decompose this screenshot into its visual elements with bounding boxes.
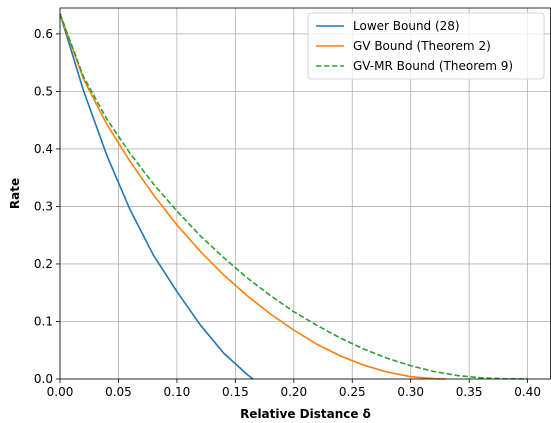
ticks: 0.00 0.05 0.10 0.15 0.20 0.25 0.30 0.35 0.40 0.0 0… bbox=[34, 27, 541, 399]
x-tick-label: 0.25 bbox=[339, 385, 366, 399]
y-tick-label: 0.2 bbox=[34, 257, 53, 271]
legend-label-2: GV Bound (Theorem 2) bbox=[353, 39, 491, 53]
series-layer bbox=[59, 13, 528, 380]
x-tick-label: 0.35 bbox=[456, 385, 483, 399]
legend-box bbox=[307, 12, 545, 80]
y-tick-label: 0.1 bbox=[34, 314, 53, 328]
x-tick-label: 0.10 bbox=[164, 385, 191, 399]
series-line-3 bbox=[59, 13, 528, 380]
x-tick-label: 0.15 bbox=[222, 385, 249, 399]
series-line-2 bbox=[59, 13, 446, 380]
legend-label-3: GV-MR Bound (Theorem 9) bbox=[353, 59, 513, 73]
y-tick-label: 0.4 bbox=[34, 142, 53, 156]
legend: Lower Bound (28) GV Bound (Theorem 2) GV-M… bbox=[307, 12, 545, 80]
y-tick-label: 0.5 bbox=[34, 84, 53, 98]
x-tick-label: 0.40 bbox=[514, 385, 541, 399]
series-line-1 bbox=[59, 13, 254, 380]
y-tick-label: 0.6 bbox=[34, 27, 53, 41]
y-axis-label: Rate bbox=[8, 178, 22, 209]
x-tick-label: 0.30 bbox=[397, 385, 424, 399]
legend-label-1: Lower Bound (28) bbox=[353, 19, 460, 33]
x-tick-label: 0.00 bbox=[47, 385, 74, 399]
x-tick-label: 0.20 bbox=[280, 385, 307, 399]
x-tick-label: 0.05 bbox=[105, 385, 132, 399]
y-tick-label: 0.3 bbox=[34, 199, 53, 213]
x-axis-label: Relative Distance δ bbox=[240, 407, 371, 421]
y-tick-label: 0.0 bbox=[34, 372, 53, 386]
